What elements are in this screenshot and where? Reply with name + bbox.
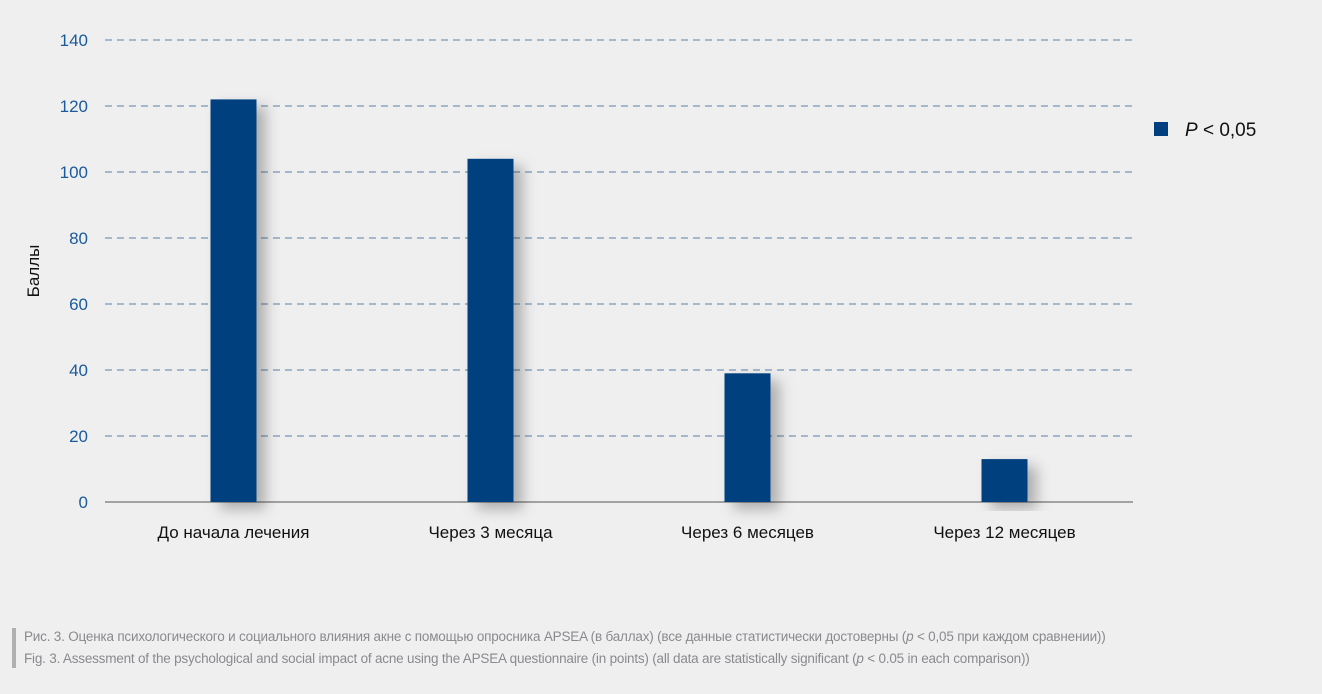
caption-ru: Рис. 3. Оценка психологического и социал… [24,628,1322,646]
y-tick-label: 40 [69,361,88,380]
bar [981,459,1028,502]
legend-swatch [1154,122,1168,136]
caption-en-p-symbol: p [856,651,864,666]
y-tick-label: 60 [69,295,88,314]
y-axis-title: Баллы [24,245,43,298]
y-tick-label: 20 [69,427,88,446]
caption-ru-part-1: Рис. 3. Оценка психологического и социал… [24,629,907,644]
y-tick-label: 0 [79,493,88,512]
x-tick-label: До начала лечения [158,523,310,542]
x-tick-label: Через 12 месяцев [933,523,1075,542]
caption-en: Fig. 3. Assessment of the psychological … [24,650,1322,668]
bar-chart: 0 20 40 60 80 100 120 140 Баллы До начала лечения… [24,31,1256,542]
x-tick-label: Через 6 месяцев [681,523,814,542]
y-tick-label: 120 [60,97,88,116]
figure-caption: Рис. 3. Оценка психологического и социал… [12,628,1322,668]
y-tick-label: 80 [69,229,88,248]
caption-ru-part-2: < 0,05 при каждом сравнении)) [913,629,1106,644]
x-tick-label: Через 3 месяца [428,523,553,542]
bar [210,99,257,503]
y-tick-label: 100 [60,163,88,182]
bar [724,373,771,502]
caption-ru-p-symbol: p [906,629,914,644]
caption-en-part-2: < 0.05 in each comparison)) [863,651,1030,666]
caption-en-part-1: Fig. 3. Assessment of the psychological … [24,651,857,666]
bar [467,158,514,503]
y-tick-label: 140 [60,31,88,50]
legend-label: P < 0,05 [1185,120,1256,141]
